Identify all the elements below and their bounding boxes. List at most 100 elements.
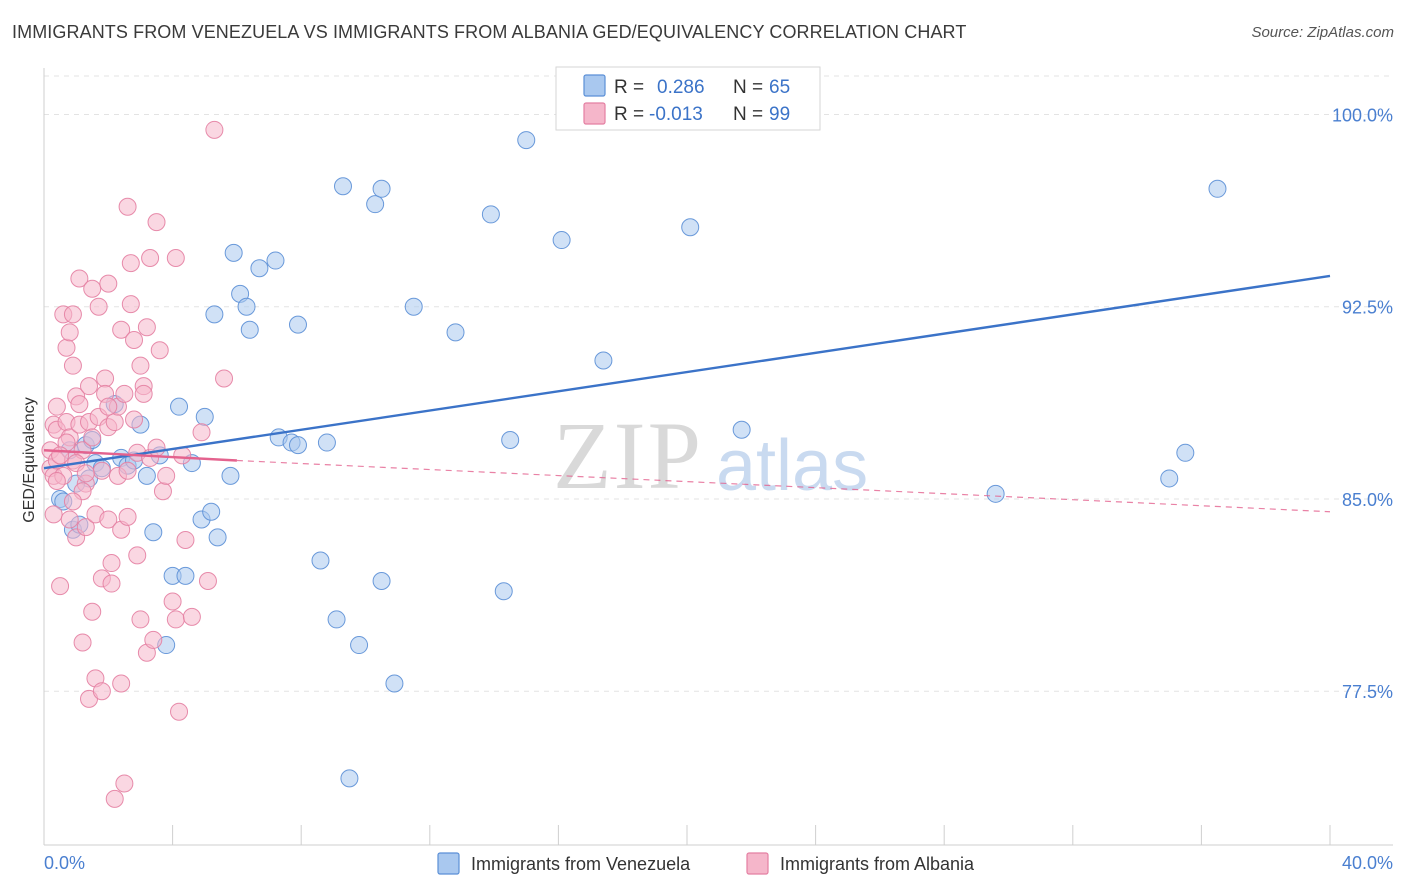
- point-albania: [70, 269, 89, 288]
- point-albania: [112, 674, 131, 693]
- y-tick-label: 92.5%: [1342, 298, 1393, 318]
- point-albania: [73, 633, 92, 652]
- point-venezuela: [237, 297, 256, 316]
- point-albania: [112, 320, 131, 339]
- point-albania: [198, 571, 217, 590]
- trend-lines: [43, 274, 1331, 513]
- point-albania: [105, 413, 124, 432]
- legend-r-value-0: 0.286: [657, 77, 705, 98]
- point-venezuela: [517, 131, 536, 150]
- point-venezuela: [481, 205, 500, 224]
- grid-lines: [44, 75, 1393, 692]
- point-albania: [99, 510, 118, 529]
- trend-line-albania: [43, 449, 237, 462]
- point-albania: [76, 518, 95, 537]
- y-tick-label: 77.5%: [1342, 682, 1393, 702]
- point-albania: [125, 410, 144, 429]
- point-albania: [134, 384, 153, 403]
- point-albania: [102, 574, 121, 593]
- top-legend: R = 0.286 N = 65 R = -0.013 N = 99: [555, 66, 821, 131]
- legend-r-value-1: -0.013: [649, 104, 703, 125]
- point-albania: [170, 702, 189, 721]
- point-albania: [141, 248, 160, 267]
- point-venezuela: [137, 466, 156, 485]
- point-venezuela: [986, 484, 1005, 503]
- point-albania: [118, 197, 137, 216]
- point-albania: [105, 789, 124, 808]
- point-venezuela: [266, 251, 285, 270]
- point-venezuela: [366, 195, 385, 214]
- bottom-legend-swatch-albania: [746, 852, 769, 875]
- y-axis-title: GED/Equivalency: [21, 397, 38, 522]
- x-tick-min: 0.0%: [44, 853, 85, 873]
- point-albania: [99, 274, 118, 293]
- watermark-zip: ZIP: [553, 402, 703, 509]
- legend-n-label-1: N =: [733, 104, 763, 125]
- point-albania: [99, 397, 118, 416]
- point-albania: [51, 446, 70, 465]
- point-venezuela: [404, 297, 423, 316]
- point-venezuela: [333, 177, 352, 196]
- data-points: [41, 105, 1227, 808]
- point-venezuela: [221, 466, 240, 485]
- point-venezuela: [176, 566, 195, 585]
- point-venezuela: [288, 315, 307, 334]
- point-albania: [60, 323, 79, 342]
- legend-n-value-1: 99: [769, 104, 790, 125]
- point-albania: [92, 682, 111, 701]
- point-venezuela: [732, 420, 751, 439]
- point-albania: [63, 305, 82, 324]
- point-albania: [147, 438, 166, 457]
- point-albania: [163, 592, 182, 611]
- point-venezuela: [385, 674, 404, 693]
- point-venezuela: [250, 259, 269, 278]
- point-albania: [80, 377, 99, 396]
- point-venezuela: [372, 179, 391, 198]
- point-albania: [115, 774, 134, 793]
- y-tick-label: 100.0%: [1332, 105, 1393, 125]
- point-albania: [70, 395, 89, 414]
- point-venezuela: [144, 523, 163, 542]
- trend-line-venezuela: [43, 274, 1331, 470]
- point-albania: [44, 505, 63, 524]
- bottom-legend-label-venezuela: Immigrants from Venezuela: [471, 854, 691, 874]
- point-albania: [83, 602, 102, 621]
- y-tick-label: 85.0%: [1342, 490, 1393, 510]
- point-albania: [182, 607, 201, 626]
- point-albania: [125, 331, 144, 350]
- point-albania: [176, 530, 195, 549]
- watermark-atlas: atlas: [716, 426, 868, 506]
- chart-title: IMMIGRANTS FROM VENEZUELA VS IMMIGRANTS …: [12, 22, 967, 42]
- point-albania: [92, 461, 111, 480]
- legend-r-label-1: R =: [614, 104, 644, 125]
- point-venezuela: [446, 323, 465, 342]
- point-albania: [144, 630, 163, 649]
- bottom-legend: Immigrants from Venezuela Immigrants fro…: [437, 852, 975, 875]
- y-tick-labels: 77.5% 85.0% 92.5% 100.0%: [1332, 105, 1393, 702]
- point-albania: [131, 610, 150, 629]
- point-albania: [76, 464, 95, 483]
- point-albania: [121, 254, 140, 273]
- point-albania: [60, 510, 79, 529]
- legend-swatch-venezuela: [583, 74, 606, 97]
- point-venezuela: [372, 571, 391, 590]
- point-albania: [131, 356, 150, 375]
- point-venezuela: [311, 551, 330, 570]
- point-albania: [166, 610, 185, 629]
- point-venezuela: [1208, 179, 1227, 198]
- point-albania: [63, 356, 82, 375]
- point-venezuela: [552, 231, 571, 250]
- point-albania: [147, 213, 166, 232]
- point-albania: [118, 461, 137, 480]
- point-venezuela: [170, 397, 189, 416]
- legend-n-value-0: 65: [769, 77, 790, 98]
- point-venezuela: [340, 769, 359, 788]
- point-albania: [128, 546, 147, 565]
- point-venezuela: [205, 305, 224, 324]
- point-albania: [166, 248, 185, 267]
- point-albania: [215, 369, 234, 388]
- point-albania: [153, 482, 172, 501]
- point-albania: [83, 428, 102, 447]
- point-venezuela: [327, 610, 346, 629]
